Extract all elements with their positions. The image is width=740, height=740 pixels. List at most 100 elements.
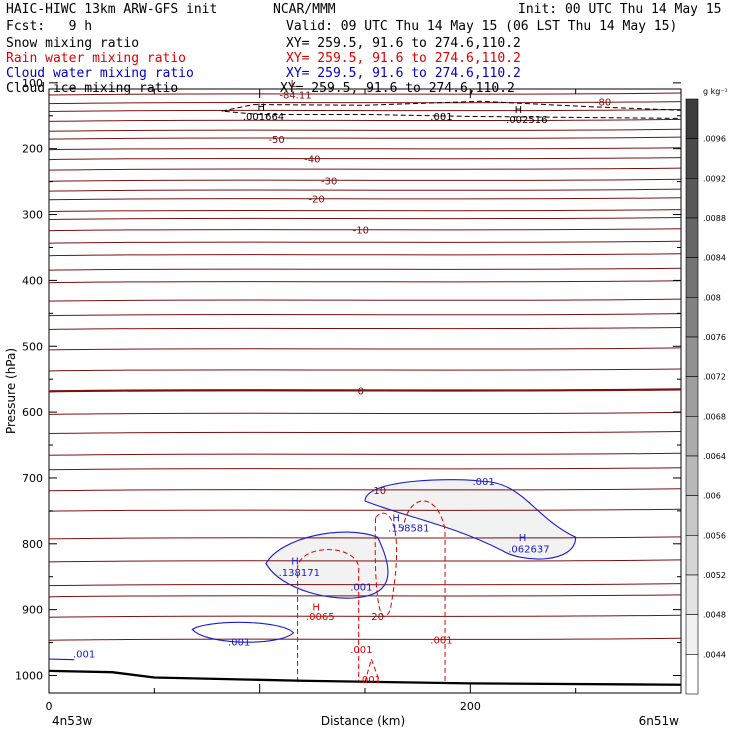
field-cloudice-xy: XY= 259.5, 91.6 to 274.6,110.2: [280, 81, 515, 96]
isotherm-line: [49, 128, 681, 132]
rain-contours: [297, 500, 446, 683]
isotherm-line: [49, 178, 681, 182]
surface-line: [49, 669, 681, 686]
contour-labels: -84.11L-80-50-40-30-20-1001020H.001664.0…: [73, 79, 611, 686]
rain-label: .001: [350, 645, 372, 656]
rain-label: .001: [430, 635, 452, 646]
isotherm-line: [49, 228, 681, 232]
colorbar-segment: [685, 336, 699, 377]
rain-label: H: [312, 602, 320, 613]
colorbar-segment: [685, 138, 699, 179]
colorbar-segment: [685, 297, 699, 338]
colorbar-segment: [685, 98, 699, 139]
isotherm-label: -84.11: [279, 91, 311, 102]
colorbar-segment: [685, 455, 699, 496]
colorbar-tick-label: .0044: [703, 650, 726, 659]
isotherm-line: [49, 85, 681, 87]
isotherm-label: -40: [304, 155, 320, 166]
field-cloudwater-name: Cloud water mixing ratio: [6, 66, 194, 81]
colorbar-tick-label: .0072: [703, 373, 726, 382]
field-rain-xy: XY= 259.5, 91.6 to 274.6,110.2: [286, 51, 521, 66]
colorbar-segment: [685, 217, 699, 258]
y-tick-label: 900: [22, 604, 43, 617]
cloud-water-label: .001: [472, 477, 494, 488]
isotherm-label: -20: [308, 195, 324, 206]
colorbar-tick-label: .006: [703, 492, 721, 501]
isotherm-label: -50: [268, 135, 284, 146]
cloud-water-label: H: [519, 533, 527, 544]
colorbar-tick-label: .008: [703, 293, 721, 302]
y-axis-label: Pressure (hPa): [4, 348, 18, 434]
colorbar-tick-label: .0064: [703, 452, 726, 461]
colorbar-segment: [685, 416, 699, 457]
colorbar-segment: [685, 376, 699, 417]
cloud-ice-label: H: [515, 105, 523, 116]
x-right-endpoint: 6n51w: [639, 714, 680, 728]
colorbar: .0096 .0092 .0088 .0084 .008 .0076 .0072 .0068.…: [685, 98, 726, 695]
colorbar-tick-label: .0048: [703, 611, 726, 620]
isotherm-line: [49, 411, 681, 415]
colorbar-tick-label: .0084: [703, 254, 726, 263]
isotherm-line: [49, 167, 681, 171]
cloud-water-label: .138171: [279, 568, 320, 579]
colorbar-tick-label: .0088: [703, 214, 726, 223]
isotherm-line: [49, 637, 681, 641]
y-tick-label: 100: [22, 77, 43, 90]
isotherm-label: -10: [353, 226, 369, 237]
y-tick-label: 1000: [15, 670, 43, 683]
cloud-water-label: H: [392, 513, 400, 524]
x-tick-label: 200: [460, 700, 481, 713]
cloud-water-label: .001: [228, 637, 250, 648]
cloud-ice-label: .002516: [506, 115, 547, 126]
rain-label: .0065: [306, 612, 335, 623]
isotherm-label: -30: [321, 176, 337, 187]
isotherm-line: [49, 594, 681, 598]
cloud-ice-label: H: [258, 103, 266, 114]
isotherm-line: [49, 488, 681, 492]
isotherm-line: [49, 109, 681, 113]
rain-contour: [374, 512, 398, 618]
isotherm-line: [49, 559, 681, 563]
y-tick-label: 400: [22, 274, 43, 287]
colorbar-tick-label: .0076: [703, 333, 726, 342]
isotherm-line: [49, 583, 681, 587]
isotherm-line: [49, 614, 681, 618]
cloud-ice-contour: [221, 100, 681, 119]
field-snow-name: Snow mixing ratio: [6, 36, 140, 51]
colorbar-tick-label: .0068: [703, 412, 726, 421]
x-left-endpoint: 4n53w: [52, 714, 93, 728]
temperature-contours: [49, 85, 681, 641]
colorbar-segment: [685, 614, 699, 655]
colorbar-tick-label: .0056: [703, 531, 726, 540]
isotherm-line: [49, 298, 681, 302]
y-tick-label: 600: [22, 406, 43, 419]
rain-contour: [402, 500, 446, 683]
isotherm-line: [49, 240, 681, 244]
y-tick-label: 700: [22, 472, 43, 485]
isotherm-line: [49, 452, 681, 456]
isotherm-line: [49, 209, 681, 213]
field-snow-xy: XY= 259.5, 91.6 to 274.6,110.2: [286, 36, 521, 51]
cloud-water-contour: [364, 479, 577, 560]
rain-contour: [297, 549, 360, 683]
isotherm-label: -80: [595, 97, 611, 108]
cloud-ice-label: .001664: [243, 112, 284, 123]
isotherm-line: [49, 217, 681, 221]
colorbar-segment: [685, 495, 699, 536]
cloud-water-label: .158581: [388, 523, 429, 534]
rain-label: .001: [359, 675, 381, 686]
colorbar-segment: [685, 574, 699, 615]
isotherm-line: [49, 347, 681, 351]
field-cloudwater-xy: XY= 259.5, 91.6 to 274.6,110.2: [286, 66, 521, 81]
cloud-ice-label: .001: [430, 112, 452, 123]
isotherm-line: [49, 467, 681, 471]
init-time: Init: 00 UTC Thu 14 May 15: [518, 2, 722, 17]
y-tick-label: 300: [22, 209, 43, 222]
plot-title: HAIC-HIWC 13km ARW-GFS init: [6, 2, 218, 17]
isotherm-line: [49, 253, 681, 257]
cloud-water-contour: [265, 531, 389, 599]
cloud-water-contour: [49, 658, 75, 661]
rain-contour: [364, 657, 381, 683]
isotherm-line: [49, 101, 681, 105]
